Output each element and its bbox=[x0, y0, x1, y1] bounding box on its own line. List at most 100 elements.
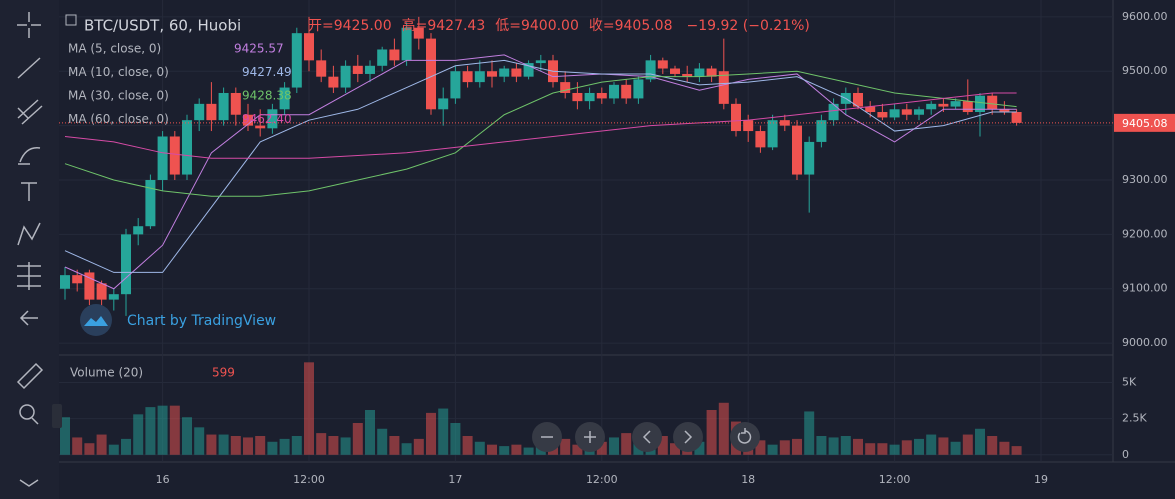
volume-bar bbox=[889, 444, 900, 455]
y-tick-label: 9000.00 bbox=[1122, 336, 1168, 349]
candle-body bbox=[877, 112, 888, 118]
x-tick-label: 18 bbox=[741, 473, 755, 486]
volume-bar bbox=[840, 436, 851, 455]
volume-bar bbox=[121, 438, 131, 455]
volume-bar bbox=[718, 402, 729, 455]
candle-body bbox=[243, 114, 253, 126]
candle-body bbox=[474, 71, 485, 83]
candle-body bbox=[670, 68, 680, 74]
volume-name: Volume (20) bbox=[70, 366, 143, 380]
volume-bar bbox=[426, 412, 436, 455]
watermark[interactable]: Chart by TradingView bbox=[80, 304, 276, 336]
volume-bar bbox=[609, 437, 619, 455]
candle-body bbox=[291, 33, 302, 88]
y-tick-label: 9300.00 bbox=[1122, 173, 1168, 186]
candle-body bbox=[792, 125, 802, 175]
candle-body bbox=[316, 60, 327, 77]
volume-bar bbox=[962, 434, 973, 455]
last-price-label: 9405.08 bbox=[1122, 117, 1168, 130]
candle-body bbox=[182, 120, 192, 175]
candle-body bbox=[450, 71, 461, 99]
volume-bar bbox=[340, 437, 351, 455]
volume-bar bbox=[291, 436, 302, 455]
candle-body bbox=[645, 60, 656, 80]
candle-body bbox=[682, 73, 693, 77]
candle-body bbox=[377, 49, 388, 66]
candle-body bbox=[511, 68, 522, 77]
volume-bar bbox=[975, 428, 985, 455]
volume-bar bbox=[413, 438, 424, 455]
volume-tick-label: 2.5K bbox=[1122, 412, 1147, 425]
change-label: −19.92 (−0.21%) bbox=[687, 18, 810, 34]
volume-bar bbox=[230, 436, 241, 455]
candle-body bbox=[584, 92, 595, 102]
candle-body bbox=[255, 125, 266, 129]
candle-body bbox=[999, 109, 1010, 113]
candle-body bbox=[352, 65, 363, 74]
volume-bar bbox=[60, 417, 70, 455]
volume-bar bbox=[450, 423, 461, 455]
candle-body bbox=[426, 38, 436, 110]
volume-bar bbox=[474, 441, 485, 455]
candle-body bbox=[279, 87, 290, 110]
ma-line bbox=[64, 70, 1017, 197]
candle-body bbox=[572, 92, 583, 102]
candle-body bbox=[133, 226, 144, 235]
volume-bar bbox=[901, 440, 912, 455]
volume-bar bbox=[218, 434, 229, 455]
volume-tick-label: 5K bbox=[1122, 376, 1137, 389]
candle-body bbox=[267, 109, 278, 129]
toolbar bbox=[0, 0, 59, 499]
volume-bar bbox=[853, 438, 863, 455]
side-toggle[interactable] bbox=[52, 404, 62, 428]
candle-body bbox=[340, 65, 351, 88]
candle-body bbox=[901, 109, 912, 115]
volume-bar bbox=[96, 434, 107, 455]
candle-body bbox=[84, 272, 95, 300]
candle-body bbox=[438, 98, 449, 110]
volume-bar bbox=[767, 444, 778, 455]
volume-bar bbox=[657, 436, 668, 455]
toolbar-icons[interactable] bbox=[16, 12, 44, 487]
ma-legend-name: MA (30, close, 0) bbox=[68, 89, 169, 103]
ma-legend-name: MA (60, close, 0) bbox=[68, 112, 169, 126]
volume-bar bbox=[182, 417, 192, 455]
candle-body bbox=[413, 27, 424, 39]
volume-bar bbox=[279, 438, 290, 455]
ma-legend-value: 9427.49 bbox=[242, 65, 292, 79]
x-tick-label: 12:00 bbox=[879, 473, 911, 486]
candle-body bbox=[694, 68, 705, 77]
ohlc-label: 低=9400.00 bbox=[495, 18, 579, 34]
candle-body bbox=[121, 234, 131, 295]
volume-bar bbox=[438, 408, 449, 455]
ma-line bbox=[64, 54, 1017, 290]
candle-body bbox=[731, 103, 741, 132]
candle-body bbox=[523, 63, 534, 77]
ma-line bbox=[64, 59, 1017, 273]
candle-body bbox=[1011, 112, 1022, 123]
volume-bar bbox=[365, 410, 375, 455]
volume-bar bbox=[706, 410, 717, 455]
x-tick-label: 19 bbox=[1034, 473, 1048, 486]
candle-body bbox=[767, 120, 778, 148]
candle-body bbox=[304, 33, 314, 61]
candle-body bbox=[804, 141, 815, 175]
watermark-text: Chart by TradingView bbox=[127, 313, 276, 329]
nav-buttons[interactable] bbox=[532, 422, 760, 452]
volume-bar bbox=[926, 434, 937, 455]
volume-bar bbox=[72, 437, 83, 455]
volume-bar bbox=[755, 440, 766, 455]
candle-body bbox=[487, 71, 497, 77]
collapse-icon[interactable] bbox=[65, 14, 77, 26]
candle-body bbox=[560, 82, 571, 93]
candle-body bbox=[499, 68, 510, 77]
candle-body bbox=[828, 103, 839, 121]
x-tick-label: 12:00 bbox=[293, 473, 325, 486]
candle-body bbox=[914, 109, 924, 115]
y-tick-label: 9500.00 bbox=[1122, 64, 1168, 77]
volume-bar bbox=[267, 441, 278, 455]
candle-body bbox=[865, 106, 876, 113]
last-price-box bbox=[1114, 113, 1175, 132]
volume-bar bbox=[401, 443, 412, 455]
